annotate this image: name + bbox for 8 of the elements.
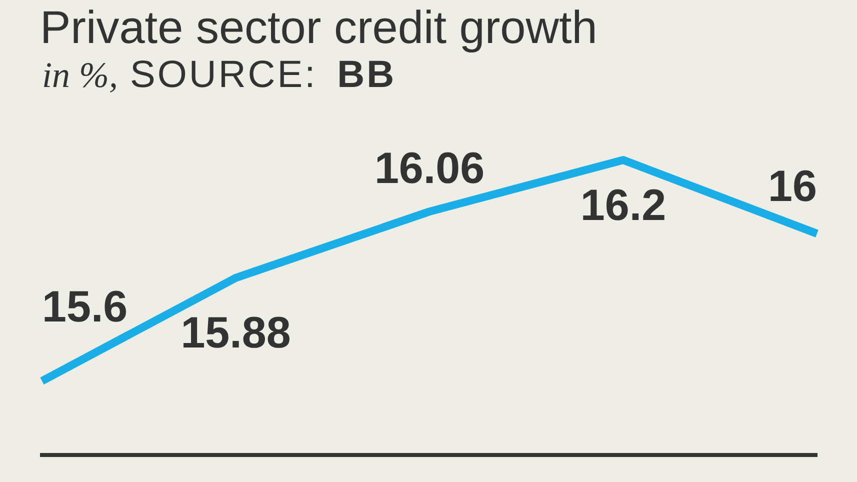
data-label: 16.06 <box>374 144 485 193</box>
data-label: 16.2 <box>580 181 666 230</box>
chart-subtitle: in %, <box>42 55 118 95</box>
source-note: SOURCE: BB <box>130 54 396 96</box>
data-label: 15.6 <box>42 282 128 332</box>
chart-title: Private sector credit growth <box>40 0 598 54</box>
data-label: 15.88 <box>180 308 291 358</box>
data-label: 16 <box>768 162 818 212</box>
